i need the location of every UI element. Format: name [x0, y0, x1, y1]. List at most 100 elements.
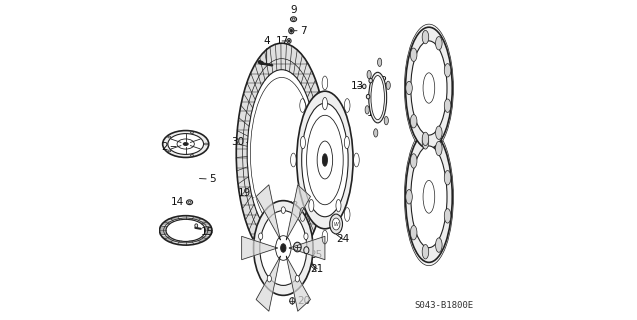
Text: 20: 20	[292, 296, 311, 306]
Ellipse shape	[168, 150, 171, 152]
Text: 30: 30	[231, 137, 247, 148]
Ellipse shape	[365, 106, 369, 114]
Ellipse shape	[268, 275, 271, 282]
Text: 19: 19	[238, 188, 254, 198]
Ellipse shape	[406, 131, 452, 262]
Ellipse shape	[281, 244, 286, 252]
Ellipse shape	[289, 28, 294, 34]
Ellipse shape	[336, 199, 341, 212]
Ellipse shape	[183, 142, 189, 146]
Text: 1: 1	[336, 163, 348, 173]
Text: 9: 9	[291, 5, 297, 19]
Ellipse shape	[411, 41, 447, 135]
Ellipse shape	[371, 76, 384, 120]
Ellipse shape	[378, 58, 382, 67]
Ellipse shape	[254, 201, 313, 295]
Text: 5: 5	[199, 174, 215, 184]
Ellipse shape	[422, 135, 429, 149]
Ellipse shape	[294, 242, 301, 252]
Text: 6: 6	[322, 133, 335, 145]
Ellipse shape	[295, 275, 299, 282]
Ellipse shape	[410, 48, 417, 61]
Ellipse shape	[406, 27, 452, 149]
Text: 18: 18	[285, 201, 299, 212]
Ellipse shape	[410, 115, 417, 128]
Ellipse shape	[304, 247, 309, 254]
Ellipse shape	[297, 91, 353, 229]
Ellipse shape	[422, 132, 429, 146]
Ellipse shape	[190, 154, 194, 156]
Ellipse shape	[422, 244, 429, 259]
Ellipse shape	[436, 141, 442, 156]
Text: S043-B1800E: S043-B1800E	[415, 301, 474, 310]
Ellipse shape	[162, 131, 209, 157]
Ellipse shape	[374, 129, 378, 137]
Text: 21: 21	[308, 262, 324, 274]
Text: 7: 7	[291, 26, 306, 36]
Polygon shape	[286, 256, 310, 311]
Ellipse shape	[309, 199, 314, 212]
Ellipse shape	[302, 103, 348, 217]
Ellipse shape	[287, 39, 291, 43]
Text: 17: 17	[275, 36, 289, 46]
Ellipse shape	[345, 136, 350, 149]
Ellipse shape	[281, 207, 285, 213]
Ellipse shape	[190, 132, 194, 134]
Ellipse shape	[290, 298, 295, 304]
Text: 11: 11	[427, 197, 445, 210]
Ellipse shape	[236, 43, 327, 264]
Polygon shape	[241, 236, 277, 260]
Text: W: W	[334, 221, 338, 227]
Text: 13: 13	[351, 81, 364, 92]
Ellipse shape	[168, 133, 204, 155]
Text: 12: 12	[371, 76, 389, 86]
Ellipse shape	[247, 70, 316, 237]
Ellipse shape	[322, 97, 327, 110]
Ellipse shape	[159, 216, 212, 245]
Ellipse shape	[204, 143, 208, 145]
Ellipse shape	[290, 17, 297, 22]
Ellipse shape	[304, 233, 308, 240]
Ellipse shape	[166, 220, 205, 241]
Ellipse shape	[290, 29, 292, 32]
Ellipse shape	[436, 36, 442, 50]
Ellipse shape	[410, 154, 417, 168]
Text: 2: 2	[162, 141, 176, 152]
Text: 4: 4	[263, 36, 270, 63]
Text: 26: 26	[283, 244, 297, 254]
Ellipse shape	[366, 94, 370, 99]
Ellipse shape	[369, 72, 387, 123]
Ellipse shape	[367, 70, 371, 79]
Text: 14: 14	[171, 197, 190, 207]
Ellipse shape	[330, 214, 343, 234]
Ellipse shape	[195, 224, 197, 228]
Text: 15: 15	[197, 227, 215, 237]
Ellipse shape	[333, 218, 340, 230]
Ellipse shape	[288, 40, 290, 42]
Ellipse shape	[404, 128, 454, 266]
Ellipse shape	[406, 189, 412, 204]
Ellipse shape	[320, 142, 324, 147]
Text: 25: 25	[306, 250, 322, 260]
Ellipse shape	[322, 154, 327, 166]
Polygon shape	[256, 256, 280, 311]
Ellipse shape	[259, 233, 262, 240]
Ellipse shape	[301, 136, 306, 149]
Ellipse shape	[444, 171, 451, 185]
Polygon shape	[256, 185, 280, 240]
Text: 16: 16	[367, 97, 380, 118]
Ellipse shape	[369, 78, 373, 83]
Ellipse shape	[187, 200, 192, 205]
Ellipse shape	[384, 116, 389, 125]
Polygon shape	[289, 236, 325, 260]
Ellipse shape	[444, 209, 451, 223]
Ellipse shape	[260, 211, 307, 285]
Polygon shape	[286, 185, 310, 240]
Ellipse shape	[422, 30, 429, 44]
Text: 10: 10	[429, 88, 445, 104]
Ellipse shape	[168, 136, 171, 138]
Ellipse shape	[444, 99, 451, 112]
Ellipse shape	[444, 64, 451, 77]
Ellipse shape	[410, 225, 417, 240]
Ellipse shape	[411, 146, 447, 248]
